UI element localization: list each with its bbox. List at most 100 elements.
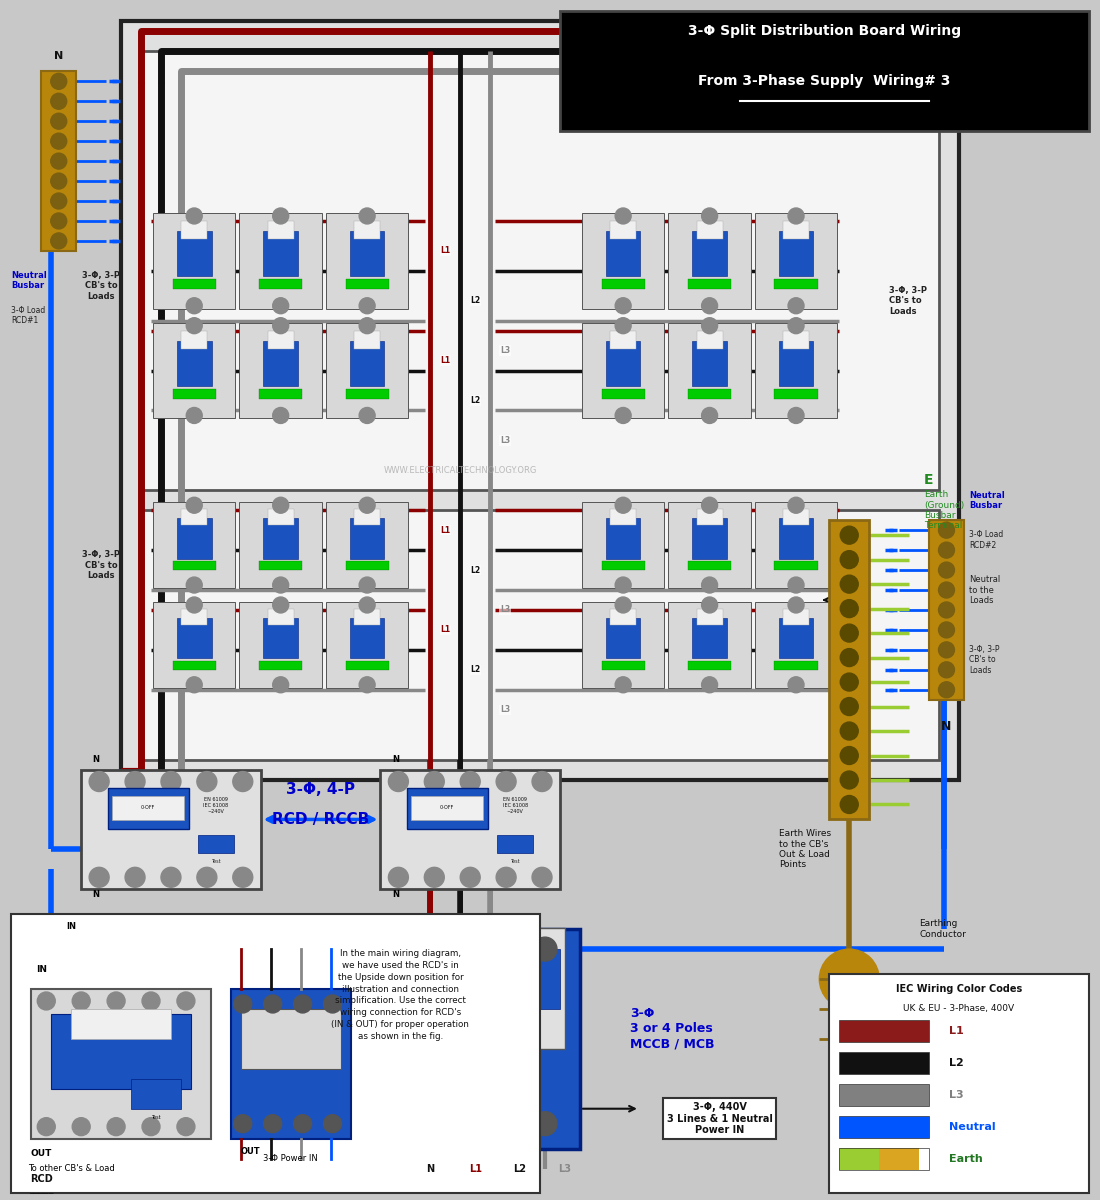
Circle shape <box>702 318 717 334</box>
Circle shape <box>615 677 631 692</box>
Circle shape <box>323 1115 341 1133</box>
Circle shape <box>388 772 408 792</box>
Circle shape <box>273 497 288 514</box>
Circle shape <box>359 598 375 613</box>
FancyBboxPatch shape <box>560 12 1089 131</box>
Circle shape <box>51 154 67 169</box>
Circle shape <box>460 772 481 792</box>
Circle shape <box>197 868 217 887</box>
Circle shape <box>186 677 202 692</box>
Text: L3: L3 <box>500 606 510 614</box>
Bar <box>582 212 664 308</box>
Text: L2: L2 <box>470 565 481 575</box>
Circle shape <box>359 577 375 593</box>
Bar <box>839 1147 930 1170</box>
Bar <box>182 608 207 625</box>
Circle shape <box>788 208 804 224</box>
Bar <box>602 661 645 670</box>
Bar <box>669 602 751 688</box>
Text: L2: L2 <box>470 396 481 406</box>
Bar <box>153 503 235 588</box>
Bar <box>240 602 322 688</box>
Text: From 3-Phase Supply  Wiring# 3: From 3-Phase Supply Wiring# 3 <box>698 74 950 89</box>
Circle shape <box>425 868 444 887</box>
Text: Test: Test <box>151 1115 161 1120</box>
Bar <box>267 608 294 625</box>
Bar <box>436 928 565 1049</box>
Text: Neutral
to the
Loads: Neutral to the Loads <box>969 575 1000 605</box>
Text: L3: L3 <box>559 1164 572 1174</box>
Bar <box>112 796 184 820</box>
Text: 0-OFF: 0-OFF <box>141 805 155 810</box>
Circle shape <box>359 318 375 334</box>
Bar <box>350 230 384 276</box>
Circle shape <box>702 497 717 514</box>
Bar <box>688 562 732 570</box>
Circle shape <box>840 600 858 618</box>
Bar <box>688 389 732 398</box>
Circle shape <box>496 868 516 887</box>
Circle shape <box>186 497 202 514</box>
Circle shape <box>233 772 253 792</box>
Circle shape <box>496 772 516 792</box>
Bar <box>267 221 294 239</box>
Circle shape <box>89 868 109 887</box>
Text: L2: L2 <box>470 665 481 674</box>
Circle shape <box>840 624 858 642</box>
Text: Earth Wires
to the CB's
Out & Load
Points: Earth Wires to the CB's Out & Load Point… <box>780 829 832 870</box>
Bar <box>774 661 817 670</box>
Text: L1: L1 <box>440 246 450 256</box>
Text: N: N <box>392 890 399 899</box>
Bar <box>345 389 388 398</box>
Circle shape <box>938 682 955 697</box>
Bar <box>839 1116 930 1138</box>
Circle shape <box>840 746 858 764</box>
Text: IEC Wiring Color Codes: IEC Wiring Color Codes <box>895 984 1022 994</box>
Bar <box>755 503 837 588</box>
Circle shape <box>840 796 858 814</box>
Circle shape <box>273 408 288 424</box>
Circle shape <box>161 868 180 887</box>
Bar <box>354 331 381 349</box>
Bar <box>121 22 959 780</box>
Bar <box>692 518 727 559</box>
Bar <box>240 503 322 588</box>
Text: N: N <box>942 720 952 733</box>
Circle shape <box>498 1111 522 1135</box>
Circle shape <box>615 318 631 334</box>
Circle shape <box>107 992 125 1010</box>
Bar <box>81 769 261 889</box>
Bar <box>177 618 211 659</box>
Circle shape <box>840 722 858 740</box>
Bar <box>669 323 751 419</box>
Bar <box>182 221 207 239</box>
Bar <box>241 1009 341 1069</box>
Bar <box>153 602 235 688</box>
Text: E: E <box>924 473 934 487</box>
Circle shape <box>938 622 955 638</box>
Bar <box>610 221 636 239</box>
Bar <box>177 230 211 276</box>
Bar <box>696 509 723 526</box>
Bar <box>326 323 408 419</box>
Circle shape <box>37 992 55 1010</box>
Circle shape <box>273 577 288 593</box>
Circle shape <box>425 772 444 792</box>
Text: L3: L3 <box>500 436 510 445</box>
Text: 3-Φ
3 or 4 Poles
MCCB / MCB: 3-Φ 3 or 4 Poles MCCB / MCB <box>630 1008 714 1050</box>
Circle shape <box>186 577 202 593</box>
Bar <box>755 602 837 688</box>
Bar <box>411 796 483 820</box>
Circle shape <box>273 598 288 613</box>
Circle shape <box>615 208 631 224</box>
Bar <box>497 835 534 853</box>
Bar <box>381 769 560 889</box>
Circle shape <box>702 208 717 224</box>
Bar <box>345 278 388 289</box>
Circle shape <box>788 318 804 334</box>
Bar <box>692 341 727 385</box>
Text: L3: L3 <box>949 1090 964 1099</box>
Circle shape <box>820 949 879 1009</box>
Circle shape <box>273 677 288 692</box>
Bar <box>606 518 640 559</box>
